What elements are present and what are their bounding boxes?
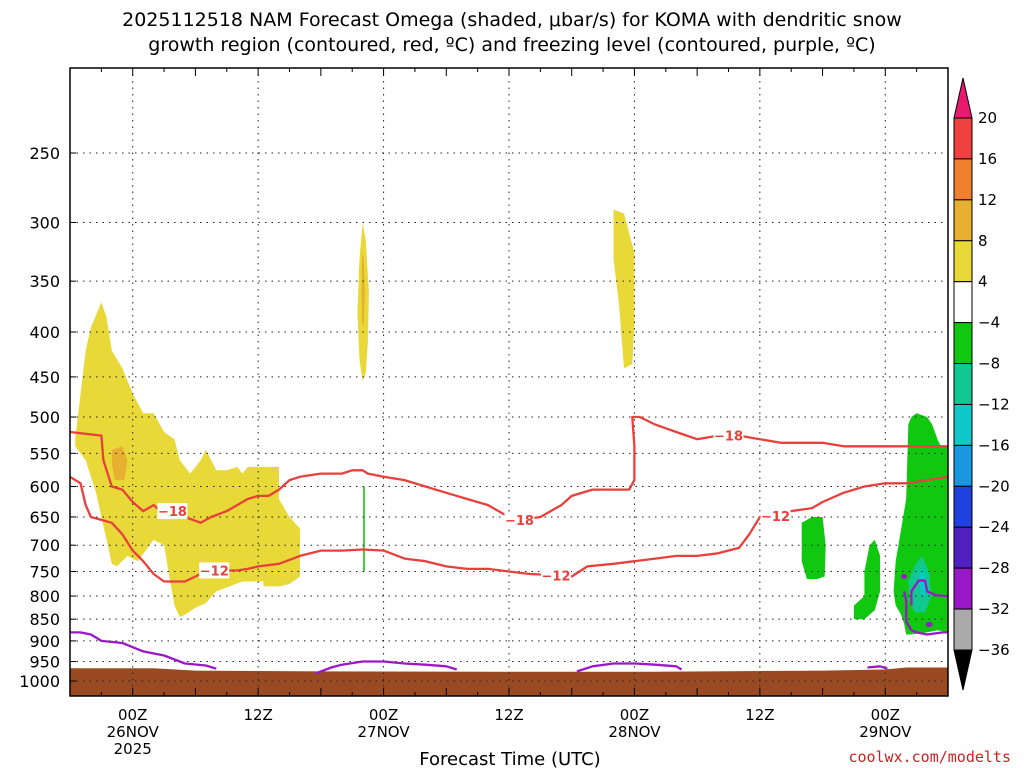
colorbar-box-12 — [953, 608, 973, 651]
y-tick-label-1000: 1000 — [19, 672, 60, 691]
contour-freezing-3 — [315, 660, 458, 675]
x-tick-label-18: 12Z — [243, 706, 272, 724]
y-tick-label-950: 950 — [29, 653, 60, 672]
colorbar-label-6: −8 — [978, 355, 1000, 373]
contour-label-bg-0-1 — [504, 511, 535, 528]
contour-label-bg-1-0 — [199, 562, 230, 579]
colorbar-box-11 — [953, 567, 973, 610]
y-tick-label-800: 800 — [29, 587, 60, 606]
x-date-label-30: 27NOV — [358, 723, 411, 741]
omega-region-10 — [918, 568, 928, 597]
contour-label-bg-0-0 — [157, 503, 188, 520]
y-tick-label-400: 400 — [29, 323, 60, 342]
colorbar-box-5 — [953, 322, 973, 365]
y-tick-label-900: 900 — [29, 632, 60, 651]
y-tick-label-700: 700 — [29, 536, 60, 555]
x-date-label-54: 28NOV — [608, 723, 661, 741]
colorbar-box-6 — [953, 363, 973, 405]
colorbar-label-11: −28 — [978, 559, 1010, 577]
omega-region-3 — [361, 252, 365, 328]
colorbar-box-4 — [953, 281, 973, 324]
contour-label-1-0: −12 — [200, 564, 229, 579]
colorbar-label-13: −36 — [978, 641, 1010, 659]
x-tick-label-54: 00Z — [620, 706, 649, 724]
omega-region-8 — [893, 413, 948, 635]
x-tick-label-30: 00Z — [369, 706, 398, 724]
colorbar-bottom-arrow — [953, 649, 973, 691]
colorbar-box-8 — [953, 444, 973, 487]
chart-title-line-2: growth region (contoured, red, ºC) and f… — [148, 34, 876, 56]
y-tick-label-300: 300 — [29, 213, 60, 232]
colorbar-box-1 — [953, 158, 973, 201]
y-tick-label-650: 650 — [29, 508, 60, 527]
y-tick-label-350: 350 — [29, 272, 60, 291]
x-tick-label-78: 00Z — [871, 706, 900, 724]
contour-label-bg-0-2 — [713, 427, 744, 444]
freezing-dot-2 — [925, 621, 933, 627]
contour-label-1-2: −12 — [761, 510, 790, 525]
y-tick-label-550: 550 — [29, 444, 60, 463]
omega-region-5 — [613, 209, 635, 369]
x-tick-label-42: 12Z — [494, 706, 523, 724]
contour-label-bg-1-2 — [760, 507, 791, 524]
colorbar-label-3: 8 — [978, 232, 988, 250]
chart-title-line-1: 2025112518 NAM Forecast Omega (shaded, μ… — [122, 9, 902, 31]
x-year-label-6: 2025 — [114, 740, 152, 758]
colorbar-top-arrow — [953, 77, 973, 119]
y-tick-label-750: 750 — [29, 562, 60, 581]
y-tick-label-850: 850 — [29, 610, 60, 629]
contour-layer: −18 −18 −18 −12 −12 −12 — [70, 415, 948, 675]
contour-label-0-2: −18 — [714, 430, 743, 445]
contour-freezing-6 — [902, 591, 948, 636]
omega-region-6 — [801, 517, 826, 579]
colorbar-label-10: −24 — [978, 518, 1010, 536]
y-tick-label-500: 500 — [29, 408, 60, 427]
colorbar-box-9 — [953, 485, 973, 528]
contour-freezing-5 — [867, 665, 888, 670]
colorbar-box-3 — [953, 240, 973, 283]
omega-region-0 — [75, 302, 300, 617]
contour-freezing-4 — [576, 662, 683, 673]
y-tick-label-450: 450 — [29, 368, 60, 387]
omega-shading-layer — [75, 209, 948, 635]
colorbar-label-7: −12 — [978, 395, 1010, 413]
colorbar-label-8: −16 — [978, 436, 1010, 454]
x-date-label-6: 26NOV — [107, 723, 160, 741]
colorbar-box-2 — [953, 199, 973, 242]
omega-region-7 — [853, 539, 881, 620]
contour-label-1-1: −12 — [542, 570, 571, 585]
x-axis-label: Forecast Time (UTC) — [419, 749, 600, 768]
ground-surface — [70, 667, 948, 696]
y-tick-label-250: 250 — [29, 144, 60, 163]
omega-region-1 — [111, 446, 128, 481]
x-date-label-78: 29NOV — [859, 723, 912, 741]
y-tick-label-600: 600 — [29, 477, 60, 496]
credit-text[interactable]: coolwx.com/modelts — [848, 748, 1011, 766]
colorbar-box-7 — [953, 403, 973, 446]
colorbar-label-0: 20 — [978, 109, 997, 127]
colorbar-box-0 — [953, 117, 973, 160]
contour-label-0-0: −18 — [158, 505, 187, 520]
grid-layer — [70, 68, 948, 696]
x-tick-label-66: 12Z — [745, 706, 774, 724]
y-axis: 250 300 350 400 450 500 550 600 650 700 750 800 850 9… — [19, 144, 76, 691]
x-tick-label-6: 00Z — [118, 706, 147, 724]
contour-label-bg-1-1 — [541, 567, 572, 584]
contour-freezing-2 — [70, 631, 217, 670]
ground-layer — [70, 667, 948, 696]
colorbar-label-12: −32 — [978, 600, 1010, 618]
colorbar-label-4: 4 — [978, 273, 988, 291]
contour-freezing-7 — [910, 579, 948, 606]
contour-label-0-1: −18 — [505, 514, 534, 529]
colorbar-label-1: 16 — [978, 150, 997, 168]
colorbar-label-9: −20 — [978, 477, 1010, 495]
colorbar: 20 16 12 8 4 −4 −8 −12 −16 −20 −24 −28 −32 −36 — [953, 77, 1010, 691]
colorbar-label-2: 12 — [978, 191, 997, 209]
freezing-dot-1 — [901, 574, 908, 580]
colorbar-box-10 — [953, 526, 973, 569]
colorbar-label-5: −4 — [978, 314, 1000, 332]
omega-region-4 — [363, 486, 365, 572]
